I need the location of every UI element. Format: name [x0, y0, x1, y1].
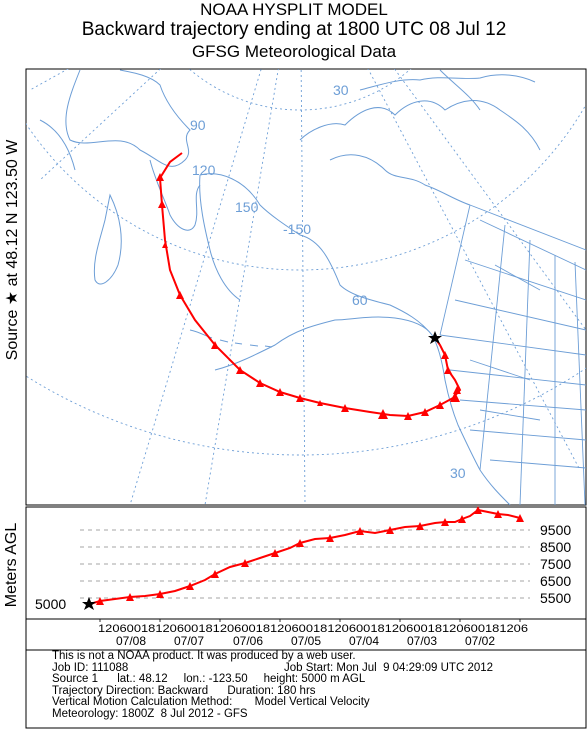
grid-label-minus150: -150	[283, 221, 311, 237]
height-markers	[96, 506, 524, 605]
map-frame	[25, 68, 587, 506]
info-vertical-motion: Vertical Motion Calculation Method: Mode…	[52, 696, 370, 709]
info-meteorology: Meteorology: 1800Z 8 Jul 2012 - GFS	[52, 707, 248, 720]
grid-label-60: 60	[352, 292, 368, 308]
date-label-0706: 07/06	[233, 634, 263, 648]
time-tick-labels: 1206001812060018120600181206001812060018…	[98, 623, 528, 635]
info-direction: Trajectory Direction: Backward Duration:…	[52, 684, 316, 697]
info-job-row: Job ID: 111088 Job Start: Mon Jul 9 04:29…	[52, 661, 493, 675]
political-boundaries	[439, 204, 586, 505]
tick-8500: 8500	[540, 539, 571, 555]
coastlines	[39, 69, 541, 505]
date-label-0702: 07/02	[465, 634, 495, 648]
tick-6500: 6500	[540, 573, 571, 589]
tick-7500: 7500	[540, 556, 571, 572]
grid-label-30-top: 30	[333, 82, 349, 98]
date-label-0708: 07/08	[116, 634, 146, 648]
trajectory-line	[158, 152, 462, 418]
title-model: NOAA HYSPLIT MODEL	[200, 0, 388, 19]
grid-lines	[26, 69, 586, 505]
info-frame	[25, 649, 587, 729]
date-label-0703: 07/03	[407, 634, 437, 648]
date-label-0705: 07/05	[291, 634, 321, 648]
grid-label-150: 150	[235, 199, 259, 215]
info-block: This is not a NOAA product. It was produ…	[52, 650, 493, 721]
grid-label-120: 120	[192, 162, 216, 178]
date-label-0707: 07/07	[174, 634, 204, 648]
start-height-label: 5000	[35, 596, 66, 612]
info-job-start: Job Start: Mon Jul 9 04:29:09 UTC 2012	[284, 661, 494, 674]
height-source-star	[82, 597, 96, 610]
date-label-0704: 07/04	[349, 634, 379, 648]
tick-9500: 9500	[540, 522, 571, 538]
title-meteo: GFSG Meteorological Data	[191, 42, 397, 61]
info-job-id: Job ID: 111088	[52, 661, 129, 674]
source-star	[428, 331, 442, 344]
height-frame	[25, 506, 587, 620]
height-profile	[89, 508, 521, 605]
title-trajectory: Backward trajectory ending at 1800 UTC 0…	[81, 19, 507, 40]
trajectory-markers	[156, 173, 461, 420]
tick-5500: 5500	[540, 590, 571, 606]
grid-label-30-bottom: 30	[450, 465, 466, 481]
info-source: Source 1 lat.: 48.12 lon.: -123.50 heigh…	[52, 673, 366, 686]
height-chart: 5000 9500 8500 7500 6500 5500 1206001812…	[35, 506, 571, 648]
grid-label-90: 90	[190, 117, 206, 133]
info-disclaimer: This is not a NOAA product. It was produ…	[52, 650, 356, 662]
